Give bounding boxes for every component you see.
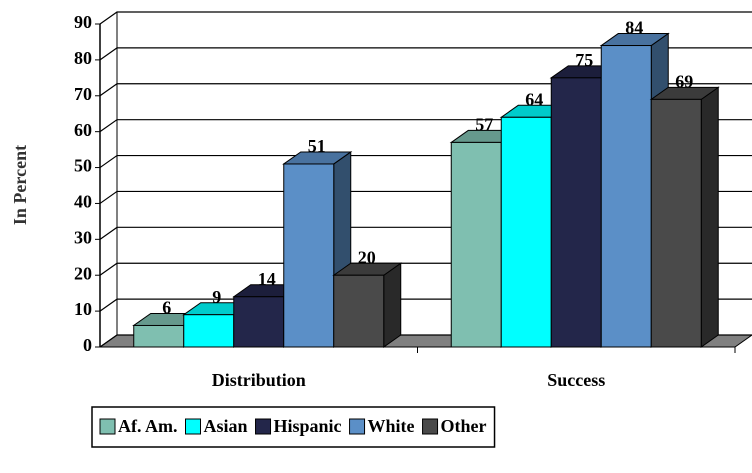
bar: [332, 262, 403, 348]
value-label: 14: [258, 269, 276, 289]
legend-swatch: [185, 418, 201, 435]
x-tick-label: Distribution: [212, 370, 306, 390]
bar-front: [183, 314, 235, 348]
value-label: 9: [212, 287, 221, 307]
bar-side: [700, 86, 719, 348]
value-label: 69: [675, 71, 693, 91]
value-label: 51: [308, 136, 326, 156]
y-tick-label: 60: [74, 120, 92, 140]
bar-front: [233, 296, 285, 348]
legend-label: Asian: [204, 416, 248, 436]
legend: Af. Am. Asian Hispanic White Other: [91, 406, 496, 448]
bar-side: [383, 262, 402, 348]
value-label: 20: [358, 247, 376, 267]
value-label: 6: [162, 298, 171, 318]
value-label: 64: [525, 89, 543, 109]
y-tick-label: 40: [74, 192, 92, 212]
legend-swatch: [422, 418, 439, 435]
legend-label: Hispanic: [274, 416, 342, 436]
bar-front: [550, 77, 602, 348]
legend-swatch: [255, 418, 272, 435]
bar-front: [333, 274, 385, 348]
legend-label: White: [368, 416, 415, 436]
legend-label: Other: [441, 416, 487, 436]
y-tick-label: 20: [74, 263, 92, 283]
y-tick-label: 70: [74, 84, 92, 104]
legend-label: Af. Am.: [118, 416, 178, 436]
y-tick-label: 80: [74, 48, 92, 68]
legend-swatch: [349, 418, 366, 435]
bar-front: [283, 163, 335, 348]
value-label: 57: [475, 115, 493, 135]
bar-front: [133, 324, 185, 348]
value-label: 84: [625, 18, 643, 38]
grid-line: [99, 11, 752, 25]
bar-front: [650, 98, 702, 348]
legend-swatch: [99, 418, 116, 435]
y-tick-label: 10: [74, 299, 92, 319]
y-tick-label: 0: [83, 335, 92, 355]
x-tick-label: Success: [547, 370, 605, 390]
y-tick-label: 90: [74, 12, 92, 32]
y-axis-title: In Percent: [10, 145, 30, 225]
bar-front: [600, 45, 652, 348]
bar-front: [450, 141, 502, 348]
y-tick-label: 50: [74, 156, 92, 176]
value-label: 75: [575, 50, 593, 70]
y-tick-label: 30: [74, 227, 92, 247]
bar: [649, 86, 720, 348]
bar-front: [500, 116, 552, 348]
